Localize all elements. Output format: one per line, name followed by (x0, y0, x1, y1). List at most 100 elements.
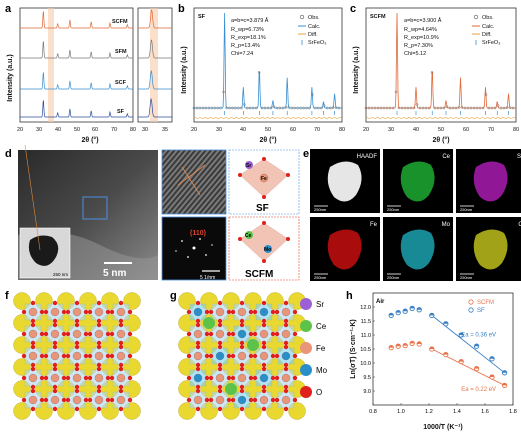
o-site (118, 322, 124, 328)
o-site (96, 300, 102, 306)
o-site (61, 375, 67, 381)
o-site (226, 331, 232, 337)
o-site (283, 388, 289, 394)
eds-map-sr: Sr 250nm (456, 149, 521, 213)
o-site (52, 388, 58, 394)
panel-a-zoom-highlight (150, 8, 158, 122)
o-site (283, 300, 289, 306)
o-site (118, 366, 124, 372)
o-site (208, 353, 214, 359)
panel-c-stat: R_p=7.30% (404, 43, 433, 49)
o-site (195, 362, 201, 368)
fe-site (237, 307, 247, 317)
x-tick-label: 1.6 (481, 409, 489, 415)
o-site (248, 309, 254, 315)
o-site (208, 309, 214, 315)
pa-xtick: 50 (74, 127, 80, 133)
obs-point (439, 106, 443, 110)
x-tick-label: 0.8 (369, 409, 377, 415)
o-site (283, 344, 289, 350)
eds-particle (400, 161, 435, 202)
hrtem-markers (177, 164, 206, 196)
fft-plane-label: (110) (190, 230, 206, 237)
o-site (105, 309, 111, 315)
obs-point (454, 106, 458, 110)
o-site (226, 397, 232, 403)
fft-spots (175, 238, 213, 258)
panel-c-frame (365, 7, 517, 123)
fe-site (50, 329, 60, 339)
obs-point (400, 106, 404, 110)
o-site (292, 397, 298, 403)
fe-site (28, 307, 38, 317)
fe-site (193, 351, 203, 361)
legend-obs-marker (473, 14, 479, 20)
o-site (118, 340, 124, 346)
o-site (248, 331, 254, 337)
o-site (118, 300, 124, 306)
tem-selection-box (82, 196, 108, 220)
o-site (118, 318, 124, 324)
obs-point (430, 71, 434, 74)
point-half-sf (389, 313, 394, 316)
o-site (30, 388, 36, 394)
obs-point (207, 106, 211, 110)
o-site (74, 384, 80, 390)
o-site (292, 375, 298, 381)
pb-xtick: 20 (191, 127, 197, 133)
o-site (270, 309, 276, 315)
scfm-label: SCFM (245, 269, 273, 280)
o-site (208, 331, 214, 337)
o-site (74, 366, 80, 372)
tem-inset-pointer (24, 145, 41, 251)
xrd-zoom-trace-sf (138, 98, 172, 118)
o-site (83, 353, 89, 359)
obs-point (442, 106, 446, 110)
point-half-sf (410, 306, 415, 309)
obs-point (331, 106, 335, 109)
fe-site (193, 329, 203, 339)
o-site (105, 331, 111, 337)
mo-site (237, 395, 247, 405)
obs-point (319, 106, 323, 110)
obs-point (311, 93, 314, 96)
legend-label-ce: Ce (316, 322, 327, 331)
o-site (186, 397, 192, 403)
panel-g: g (170, 290, 306, 420)
obs-point (266, 106, 270, 110)
eds-particle (400, 229, 435, 270)
o-site (61, 309, 67, 315)
diff-curve (365, 117, 517, 119)
point-half-scfm (410, 341, 415, 344)
o-site (270, 353, 276, 359)
o-site (65, 397, 71, 403)
tem-inset-scale: 250 nm (53, 272, 68, 277)
o-site (252, 309, 258, 315)
fe-site (50, 351, 60, 361)
obs-point (314, 106, 317, 110)
o-site (21, 331, 27, 337)
panel-b-stat: R_p=13.4% (231, 43, 260, 49)
o-site (43, 331, 49, 337)
scfm-structure (238, 221, 290, 263)
fe-site (94, 307, 104, 317)
point-half-sf (474, 344, 479, 347)
obs-point (269, 106, 273, 110)
legend-marker-scfm (468, 299, 474, 305)
xrd-trace-scfm (20, 11, 133, 29)
panel-b: b Intensity (a.u.) SF a=b=c=3.879 Å R_wp… (178, 3, 345, 144)
obs-point (257, 71, 261, 74)
point-half-scfm (403, 343, 408, 346)
obs-point (433, 106, 437, 110)
o-site (248, 375, 254, 381)
o-site (39, 353, 45, 359)
sf-label: SF (256, 203, 269, 214)
panel-letter-d: d (5, 148, 12, 160)
eds-scale: 250nm (387, 207, 400, 212)
o-site (52, 300, 58, 306)
y-tick-label: 10.5 (360, 347, 371, 353)
panel-f: f (5, 290, 141, 420)
fe-site (193, 395, 203, 405)
o-site (252, 331, 258, 337)
y-tick-label: 9.0 (363, 389, 371, 395)
